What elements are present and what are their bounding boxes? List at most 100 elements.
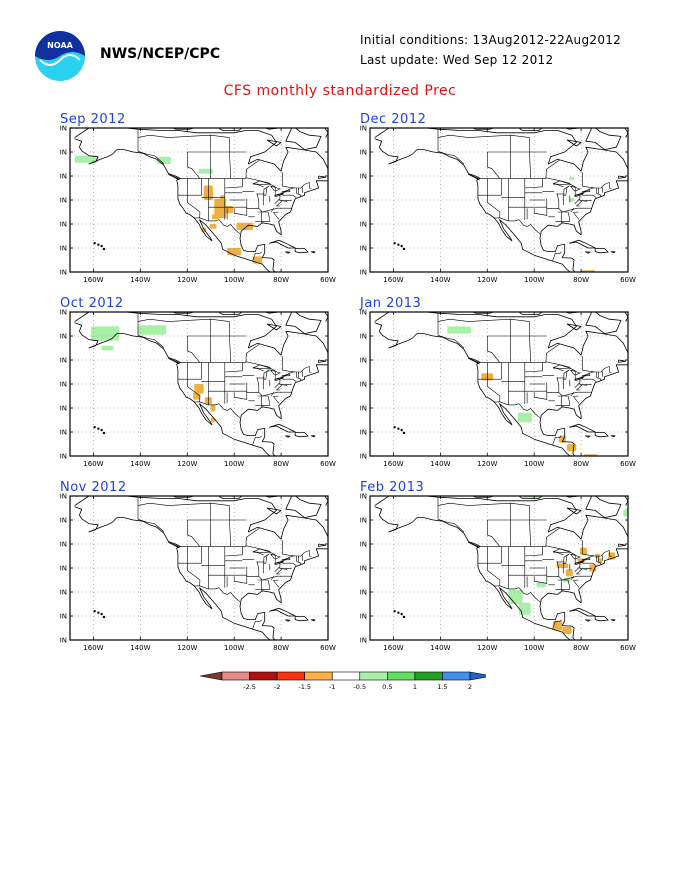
coastlines xyxy=(74,496,328,640)
wet-anomaly-region xyxy=(91,326,120,341)
colorbar-label: -1 xyxy=(329,683,335,691)
colorbar-end-triangle xyxy=(469,671,486,681)
lat-tick-label: 30N xyxy=(360,221,367,229)
lat-tick-label: 10N xyxy=(60,269,67,277)
dry-anomaly-region xyxy=(227,248,242,256)
wet-anomaly-region xyxy=(447,326,471,334)
dry-anomaly-region xyxy=(589,564,597,572)
coastlines xyxy=(374,128,628,272)
noaa-logo: NOAA xyxy=(35,31,85,81)
lon-tick-label: 80W xyxy=(573,644,589,652)
lon-tick-label: 100W xyxy=(524,460,544,468)
lat-tick-label: 40N xyxy=(60,381,67,389)
lon-tick-label: 60W xyxy=(320,276,336,284)
lon-tick-label: 100W xyxy=(224,276,244,284)
lat-tick-label: 20N xyxy=(360,613,367,621)
map-panel-dec-2012: Dec 2012 70N 60N 50N 40N 30N 20N 10N 160W 140W 12… xyxy=(360,112,650,288)
lon-tick-label: 140W xyxy=(130,644,150,652)
colorbar-label: 1 xyxy=(413,683,417,691)
lon-tick-label: 60W xyxy=(320,460,336,468)
map-plot: 70N 60N 50N 40N 30N 20N 10N 160W 140W 120W 100W 80W… xyxy=(60,125,336,285)
colorbar-legend: -2.5-2-1.5-1-0.50.511.522.5 xyxy=(199,671,486,691)
lon-tick-label: 100W xyxy=(224,460,244,468)
dry-anomaly-region xyxy=(556,563,569,568)
lon-tick-label: 100W xyxy=(524,276,544,284)
panel-title: Sep 2012 xyxy=(60,112,126,127)
lon-tick-label: 140W xyxy=(430,644,450,652)
wet-anomaly-region xyxy=(569,198,575,202)
lat-tick-label: 30N xyxy=(360,405,367,413)
initial-conditions-text: Initial conditions: 13Aug2012-22Aug2012 xyxy=(360,33,622,47)
wet-anomaly-region xyxy=(138,325,167,335)
lat-tick-label: 20N xyxy=(60,245,67,253)
lon-tick-label: 120W xyxy=(177,276,197,284)
lat-tick-label: 30N xyxy=(360,589,367,597)
political-borders xyxy=(437,129,612,262)
lat-tick-label: 70N xyxy=(60,125,67,133)
colorbar-swatch xyxy=(387,671,416,681)
dry-anomaly-region xyxy=(210,404,216,412)
lon-tick-label: 160W xyxy=(83,460,103,468)
political-borders xyxy=(437,313,612,446)
lat-tick-label: 10N xyxy=(360,637,367,645)
lat-tick-label: 10N xyxy=(60,637,67,645)
lon-tick-label: 60W xyxy=(620,460,636,468)
lon-tick-label: 100W xyxy=(524,644,544,652)
wet-anomaly-region xyxy=(101,345,114,351)
lon-tick-label: 120W xyxy=(477,644,497,652)
lon-tick-label: 140W xyxy=(430,276,450,284)
lat-tick-label: 40N xyxy=(360,197,367,205)
colorbar-swatch xyxy=(304,671,333,681)
lat-tick-label: 50N xyxy=(60,173,67,181)
lat-tick-label: 30N xyxy=(60,221,67,229)
map-panel-sep-2012: Sep 2012 70N 60N 50N 40N 30N 20N 10N 160W 140W 12… xyxy=(60,112,350,288)
wet-anomaly-region xyxy=(623,509,628,517)
colorbar-label: 0.5 xyxy=(382,683,392,691)
panel-title: Oct 2012 xyxy=(60,296,124,311)
lat-tick-label: 60N xyxy=(60,149,67,157)
colorbar-label: -0.5 xyxy=(353,683,366,691)
colorbar-label: 1.5 xyxy=(437,683,447,691)
lon-tick-label: 160W xyxy=(83,276,103,284)
lat-tick-label: 60N xyxy=(60,333,67,341)
coastlines xyxy=(374,496,628,640)
wet-anomaly-region xyxy=(199,168,214,174)
lat-tick-label: 30N xyxy=(60,589,67,597)
panel-title: Nov 2012 xyxy=(60,480,127,495)
lat-tick-label: 10N xyxy=(360,269,367,277)
political-borders xyxy=(137,129,312,262)
colorbar-swatch xyxy=(249,671,278,681)
lat-tick-label: 20N xyxy=(60,429,67,437)
dry-anomaly-region xyxy=(552,620,563,631)
svg-text:NOAA: NOAA xyxy=(47,41,73,50)
lat-tick-label: 40N xyxy=(360,565,367,573)
colorbar-label: -1.5 xyxy=(298,683,311,691)
lat-tick-label: 40N xyxy=(60,197,67,205)
coastlines xyxy=(74,312,328,456)
dry-anomaly-region xyxy=(220,195,225,203)
wet-anomaly-region xyxy=(156,156,171,164)
lat-tick-label: 70N xyxy=(360,125,367,133)
lat-tick-label: 20N xyxy=(360,245,367,253)
main-title: CFS monthly standardized Prec xyxy=(223,83,457,99)
colorbar-swatch xyxy=(331,671,361,681)
lon-tick-label: 80W xyxy=(273,460,289,468)
lat-tick-label: 10N xyxy=(60,453,67,461)
lat-tick-label: 50N xyxy=(60,541,67,549)
lat-tick-label: 70N xyxy=(60,493,67,501)
political-borders xyxy=(437,497,612,630)
lat-tick-label: 70N xyxy=(360,493,367,501)
dry-anomaly-region xyxy=(210,417,216,423)
wet-anomaly-region xyxy=(569,176,575,181)
lat-tick-label: 10N xyxy=(360,453,367,461)
lat-tick-label: 30N xyxy=(60,405,67,413)
lon-tick-label: 160W xyxy=(383,460,403,468)
coastlines xyxy=(374,312,628,456)
colorbar-swatch xyxy=(442,671,471,681)
lon-tick-label: 140W xyxy=(130,276,150,284)
dry-anomaly-region xyxy=(562,626,572,634)
lat-tick-label: 60N xyxy=(60,517,67,525)
lon-tick-label: 60W xyxy=(320,644,336,652)
lat-tick-label: 40N xyxy=(60,565,67,573)
map-plot: 70N 60N 50N 40N 30N 20N 10N 160W 140W 120W 100W 80W… xyxy=(360,309,636,469)
